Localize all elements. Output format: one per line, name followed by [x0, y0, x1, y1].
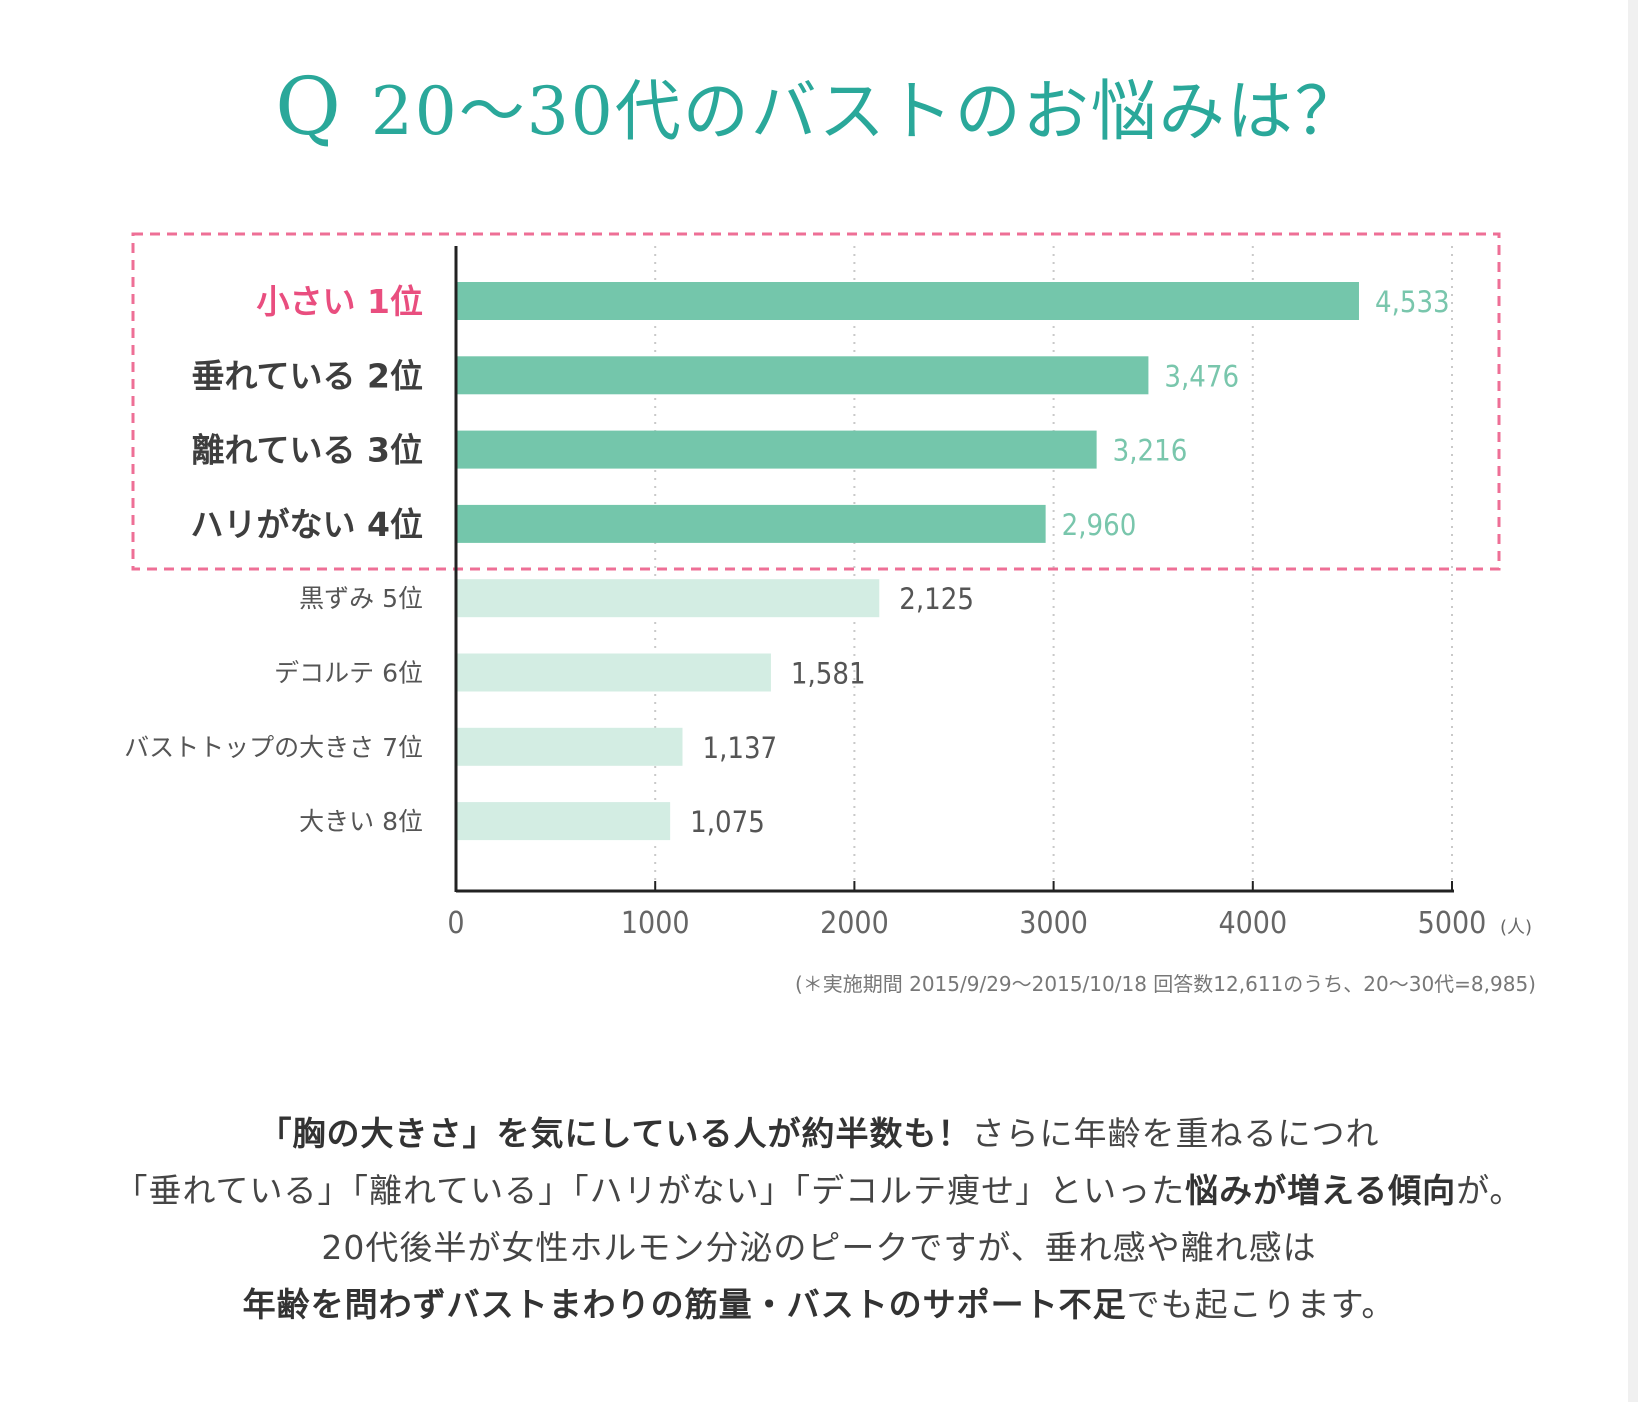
x-tick-label: 0: [447, 906, 464, 941]
chart-svg: 小さい 1位 4,533 垂れている 2位 3,476 離れている 3位 3,216 ハリが…: [124, 232, 1532, 941]
value-label: 2,125: [899, 582, 974, 616]
description-line-1-bold: 「胸の大きさ」を気にしている人が約半数も！: [258, 1114, 972, 1153]
bar: [456, 653, 771, 692]
description-line-1: 「胸の大きさ」を気にしている人が約半数も！さらに年齢を重ねるにつれ: [0, 1105, 1638, 1162]
bar: [456, 802, 671, 841]
value-label: 1,075: [690, 805, 765, 839]
highlight-box: [131, 232, 1501, 571]
survey-footnote: (＊実施期間 2015/9/29〜2015/10/18 回答数12,611のうち…: [794, 972, 1536, 996]
category-label: 小さい 1位: [257, 282, 423, 321]
category-label: 大きい 8位: [299, 807, 423, 836]
value-label: 3,476: [1164, 359, 1239, 393]
category-label: ハリがない 4位: [191, 505, 423, 544]
description-line-3: 20代後半が女性ホルモン分泌のピークですが、垂れ感や離れ感は: [321, 1228, 1317, 1267]
category-label: デコルテ 6位: [274, 659, 423, 688]
description-line-1-rest: さらに年齢を重ねるにつれ: [971, 1114, 1380, 1153]
description-line-2-b: が。: [1456, 1171, 1524, 1210]
x-tick-label: 3000: [1019, 906, 1088, 941]
category-label: バストトップの大きさ 7位: [124, 733, 423, 762]
question-mark-q: Q: [275, 59, 341, 153]
bar-chart: 小さい 1位 4,533 垂れている 2位 3,476 離れている 3位 3,216 ハリが…: [124, 232, 1532, 941]
x-tick-label: 5000: [1418, 906, 1487, 941]
value-label: 1,137: [702, 731, 777, 765]
description-line-2-a: 「垂れている」「離れている」「ハリがない」「デコルテ痩せ」といった: [114, 1171, 1186, 1210]
x-tick-label: 2000: [820, 906, 889, 941]
description: 「胸の大きさ」を気にしている人が約半数も！さらに年齢を重ねるにつれ 「垂れている…: [0, 1105, 1638, 1333]
value-label: 2,960: [1062, 508, 1137, 542]
description-line-2: 「垂れている」「離れている」「ハリがない」「デコルテ痩せ」といった悩みが増える傾…: [0, 1162, 1638, 1219]
value-label: 4,533: [1375, 285, 1450, 319]
description-line-4-rest: でも起こります。: [1126, 1285, 1396, 1324]
description-line-2-bold: 悩みが増える傾向: [1185, 1171, 1457, 1210]
x-unit-label: (人): [1500, 917, 1532, 938]
value-label: 1,581: [791, 657, 866, 691]
page-edge: [1628, 0, 1638, 1402]
category-label: 離れている 3位: [192, 431, 423, 470]
title-text: 20〜30代のバストのお悩みは？: [370, 73, 1363, 150]
category-label: 垂れている 2位: [192, 356, 423, 395]
bar: [456, 579, 880, 618]
x-tick-label: 4000: [1218, 906, 1287, 941]
category-label: 黒ずみ 5位: [299, 584, 423, 613]
value-label: 3,216: [1113, 434, 1188, 468]
page-title: Q 20〜30代のバストのお悩みは？: [0, 58, 1638, 154]
x-tick-label: 1000: [621, 906, 690, 941]
bar: [456, 282, 1359, 320]
description-line-4-bold: 年齢を問わずバストまわりの筋量・バストのサポート不足: [242, 1285, 1127, 1324]
description-line-4: 年齢を問わずバストまわりの筋量・バストのサポート不足でも起こります。: [0, 1276, 1638, 1333]
bar: [456, 727, 683, 766]
bar: [456, 430, 1097, 469]
bar: [456, 356, 1149, 395]
bar: [456, 504, 1046, 543]
